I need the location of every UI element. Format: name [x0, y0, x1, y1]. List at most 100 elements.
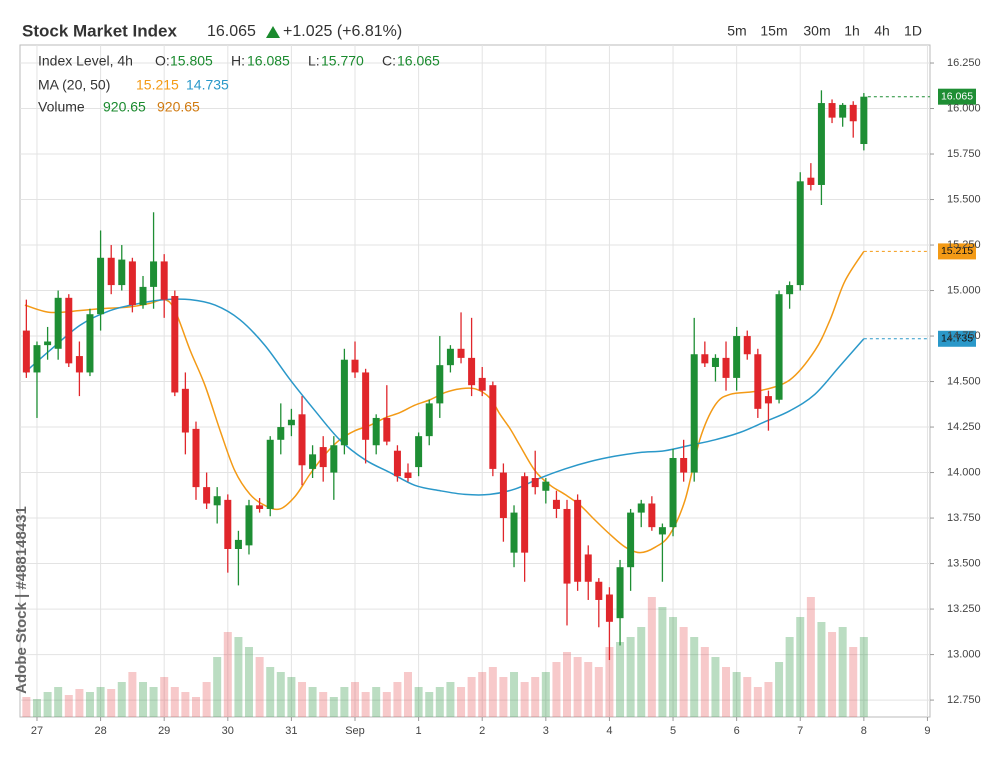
timeframe-button[interactable]: 5m — [727, 23, 746, 39]
x-tick-label: 4 — [606, 725, 612, 737]
volume-bar — [817, 622, 826, 717]
volume-bar — [181, 692, 190, 717]
volume-bar — [838, 627, 847, 717]
volume-bar — [139, 682, 148, 717]
timeframe-button[interactable]: 1D — [904, 23, 922, 39]
y-tick-label: 13.250 — [947, 603, 981, 615]
volume-bar — [340, 687, 349, 717]
volume-bar — [223, 632, 232, 717]
watermark: Adobe Stock | #488148431 — [13, 506, 30, 694]
candle-body — [489, 385, 497, 469]
candle-body — [203, 487, 211, 504]
candle-body — [680, 457, 688, 473]
volume-bar — [117, 682, 126, 717]
volume-bar — [722, 667, 731, 717]
candle-body — [510, 512, 518, 553]
volume-bar — [690, 637, 699, 717]
volume-bar — [308, 687, 317, 717]
x-tick-label: 1 — [416, 725, 422, 737]
volume-bar — [594, 667, 603, 717]
volume-bar — [753, 687, 762, 717]
volume-bar — [191, 697, 200, 717]
volume-bar — [149, 687, 158, 717]
legend-value: 15.770 — [321, 53, 364, 69]
volume-bar — [764, 682, 773, 717]
candle-body — [75, 356, 83, 373]
x-tick-label: 9 — [924, 725, 930, 737]
timeframe-button[interactable]: 15m — [760, 23, 787, 39]
y-tick-label: 16.250 — [947, 57, 981, 69]
candle-body — [97, 257, 105, 315]
volume-bar — [499, 677, 508, 717]
volume-bar — [616, 642, 625, 717]
volume-bar — [626, 637, 635, 717]
volume-bar — [552, 662, 561, 717]
volume-bar — [435, 687, 444, 717]
candle-body — [743, 336, 751, 355]
volume-bar — [541, 672, 550, 717]
y-tick-label: 13.750 — [947, 512, 981, 524]
timeframe-button[interactable]: 1h — [844, 23, 860, 39]
candle-body — [171, 295, 179, 393]
candle-body — [595, 581, 603, 600]
x-tick-label: 28 — [94, 725, 106, 737]
x-tick-label: 5 — [670, 725, 676, 737]
candle-body — [107, 257, 115, 286]
volume-bar — [414, 687, 423, 717]
x-tick-label: 27 — [31, 725, 43, 737]
volume-bar — [563, 652, 572, 717]
volume-bar — [467, 677, 476, 717]
volume-bar — [64, 695, 73, 717]
x-tick-label: 6 — [734, 725, 740, 737]
candle-body — [775, 294, 783, 400]
volume-value: 920.65 — [103, 99, 146, 115]
candle-body — [372, 417, 380, 446]
candle-body — [637, 503, 645, 513]
candle-body — [54, 297, 62, 349]
y-tick-label: 15.250 — [947, 239, 981, 251]
candle-body — [351, 359, 359, 373]
price-change: +1.025 (+6.81%) — [283, 23, 402, 40]
volume-bar — [425, 692, 434, 717]
volume-bar — [319, 692, 328, 717]
volume-bar — [329, 697, 338, 717]
candle-body — [425, 403, 433, 437]
volume-bar — [679, 627, 688, 717]
candle-body — [733, 336, 741, 378]
legend-label: Index Level, 4h — [38, 53, 133, 69]
volume-bar — [372, 687, 381, 717]
volume-bar — [32, 699, 41, 717]
volume-bar — [54, 687, 63, 717]
y-tick-label: 15.500 — [947, 193, 981, 205]
timeframe-button[interactable]: 4h — [874, 23, 890, 39]
candle-body — [552, 499, 560, 509]
timeframe-button[interactable]: 30m — [803, 23, 830, 39]
candle-body — [542, 481, 550, 491]
candle-body — [605, 594, 613, 622]
candle-body — [319, 447, 327, 468]
chart-title: Stock Market Index — [22, 21, 177, 40]
price-tag — [938, 88, 976, 105]
volume-bar — [107, 689, 116, 717]
volume-bar — [266, 667, 275, 717]
candle-body — [393, 450, 401, 477]
volume-bar — [775, 662, 784, 717]
legend-key: O: — [155, 53, 170, 69]
x-tick-label: 7 — [797, 725, 803, 737]
candle-body — [362, 372, 370, 440]
x-tick-label: 2 — [479, 725, 485, 737]
price-tags: 16.065 15.215 14.735 — [863, 88, 976, 347]
candle-body — [627, 512, 635, 568]
volume-bar — [85, 692, 94, 717]
volume-ma-value: 920.65 — [157, 99, 200, 115]
candle-body — [139, 286, 147, 306]
x-tick-label: 31 — [285, 725, 297, 737]
x-tick-label: 8 — [861, 725, 867, 737]
candle-body — [711, 357, 719, 367]
volume-bar — [393, 682, 402, 717]
volume-layer — [22, 597, 868, 717]
y-tick-label: 12.750 — [947, 694, 981, 706]
candle-body — [22, 330, 30, 373]
candle-body — [44, 341, 52, 346]
